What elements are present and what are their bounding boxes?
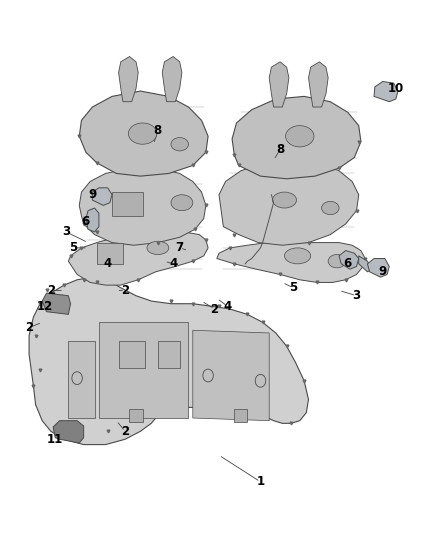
Polygon shape — [367, 259, 389, 277]
Text: 4: 4 — [169, 257, 177, 270]
Ellipse shape — [128, 123, 157, 144]
Text: 4: 4 — [103, 257, 112, 270]
Polygon shape — [79, 168, 206, 245]
Polygon shape — [308, 62, 328, 107]
Ellipse shape — [328, 255, 346, 268]
Polygon shape — [269, 62, 289, 107]
Text: 12: 12 — [36, 300, 53, 313]
Text: 2: 2 — [121, 425, 129, 438]
Text: 9: 9 — [378, 265, 387, 278]
Polygon shape — [374, 82, 398, 102]
Polygon shape — [53, 421, 84, 443]
Polygon shape — [162, 56, 182, 102]
Ellipse shape — [147, 241, 169, 255]
Polygon shape — [42, 293, 71, 314]
Text: 7: 7 — [176, 241, 184, 254]
Ellipse shape — [285, 248, 311, 264]
Polygon shape — [339, 251, 359, 269]
Text: 5: 5 — [69, 241, 77, 254]
Text: 6: 6 — [82, 215, 90, 228]
Text: 3: 3 — [62, 225, 70, 238]
Bar — [97, 243, 123, 264]
Text: 5: 5 — [289, 281, 297, 294]
Polygon shape — [68, 232, 208, 285]
Polygon shape — [219, 160, 359, 245]
Text: 4: 4 — [224, 300, 232, 313]
Polygon shape — [79, 91, 208, 176]
Polygon shape — [86, 208, 99, 232]
Text: 2: 2 — [121, 284, 129, 297]
Ellipse shape — [286, 126, 314, 147]
Polygon shape — [217, 243, 365, 282]
Text: 2: 2 — [25, 321, 33, 334]
Text: 10: 10 — [388, 82, 404, 95]
Text: 8: 8 — [276, 143, 284, 156]
Bar — [119, 341, 145, 368]
Text: 8: 8 — [154, 124, 162, 138]
Text: 6: 6 — [344, 257, 352, 270]
Bar — [158, 341, 180, 368]
Polygon shape — [29, 277, 308, 445]
Bar — [112, 192, 143, 216]
Polygon shape — [119, 56, 138, 102]
Polygon shape — [92, 188, 112, 205]
Polygon shape — [99, 322, 188, 418]
Bar — [234, 409, 247, 422]
Polygon shape — [68, 341, 95, 418]
Bar — [130, 409, 143, 422]
Ellipse shape — [321, 201, 339, 215]
Polygon shape — [232, 96, 361, 179]
Ellipse shape — [171, 138, 188, 151]
Text: 1: 1 — [256, 475, 265, 488]
Text: 2: 2 — [47, 284, 55, 297]
Text: 11: 11 — [47, 433, 64, 446]
Ellipse shape — [272, 192, 297, 208]
Text: 3: 3 — [353, 289, 360, 302]
Polygon shape — [359, 256, 372, 272]
Text: 2: 2 — [211, 303, 219, 316]
Ellipse shape — [171, 195, 193, 211]
Text: 9: 9 — [88, 188, 96, 201]
Polygon shape — [193, 330, 269, 421]
